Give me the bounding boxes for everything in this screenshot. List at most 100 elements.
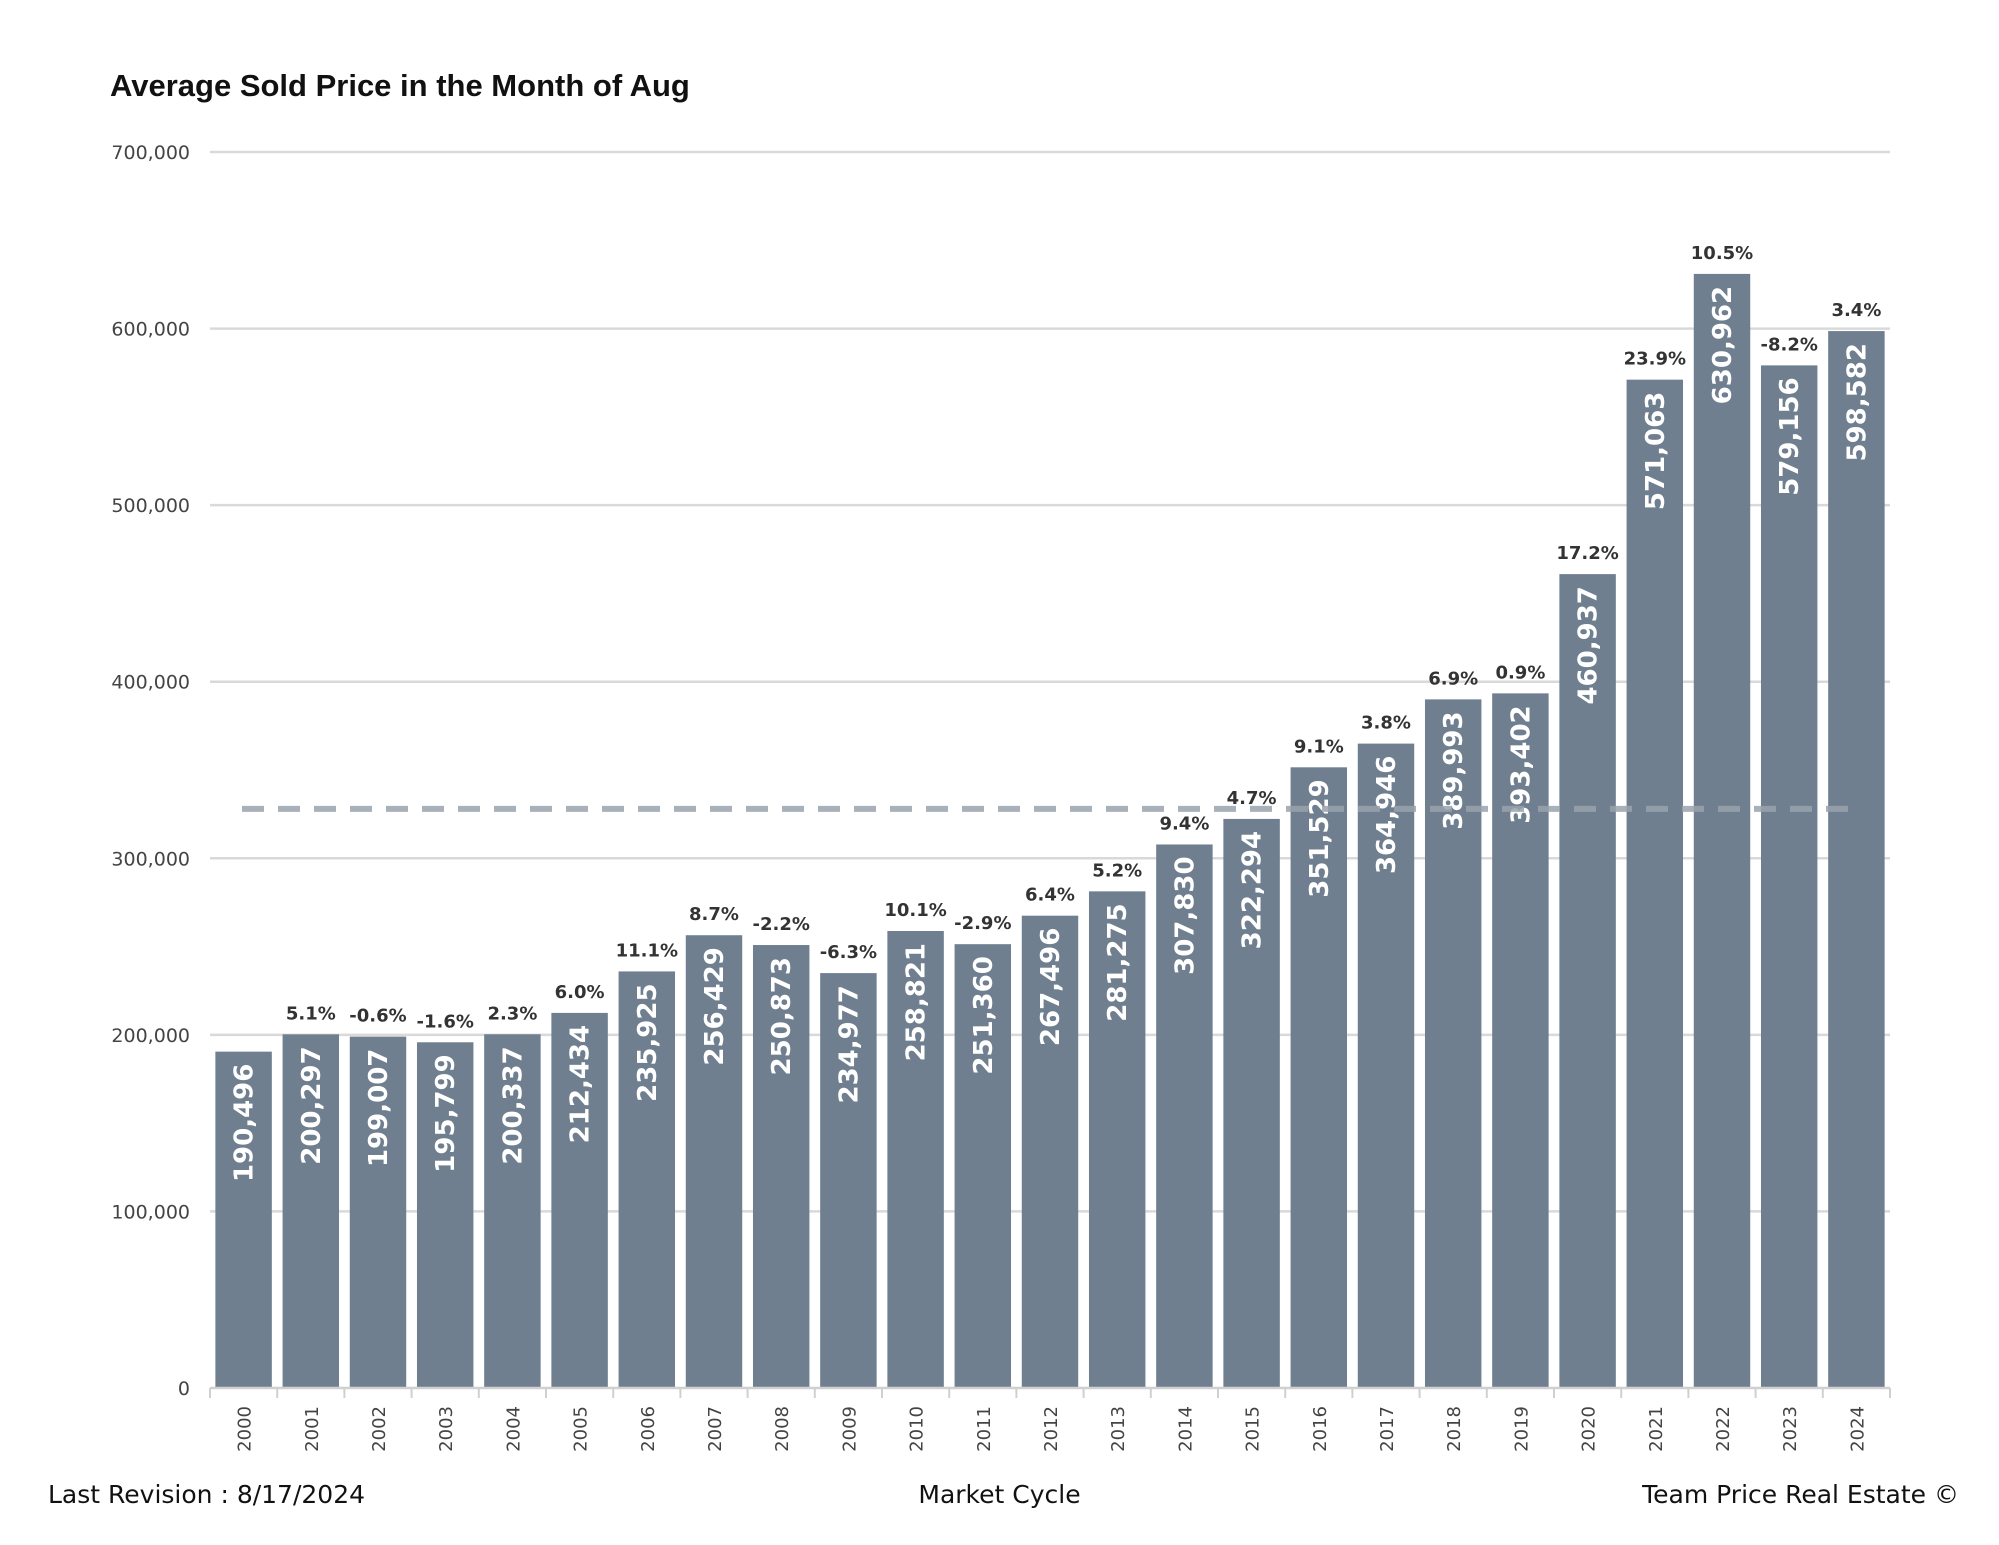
x-tick-label: 2000 [235, 1406, 256, 1452]
x-tick-label: 2014 [1175, 1406, 1196, 1452]
x-tick-label: 2013 [1108, 1406, 1129, 1452]
bar [618, 971, 676, 1388]
y-tick-label: 200,000 [111, 1025, 190, 1047]
market-cycle-text: Market Cycle [918, 1480, 1081, 1509]
bar-value-label: 195,799 [431, 1054, 461, 1172]
x-tick-label: 2005 [571, 1406, 592, 1452]
bar [1088, 891, 1146, 1388]
percent-change-label: 17.2% [1556, 543, 1618, 564]
percent-change-label: 5.2% [1092, 860, 1142, 881]
bar-value-label: 364,946 [1372, 756, 1402, 874]
bar [685, 935, 743, 1388]
bar-value-label: 460,937 [1574, 586, 1604, 704]
percent-change-label: 6.4% [1025, 885, 1075, 906]
percent-change-label: 10.1% [884, 900, 946, 921]
x-tick-label: 2012 [1041, 1406, 1062, 1452]
x-tick-label: 2021 [1646, 1406, 1667, 1452]
percent-change-label: 9.4% [1159, 813, 1209, 834]
bar [954, 944, 1012, 1388]
last-revision-text: Last Revision : 8/17/2024 [48, 1480, 366, 1509]
y-tick-label: 600,000 [111, 319, 190, 341]
x-tick-label: 2009 [839, 1406, 860, 1452]
percent-change-label: 2.3% [487, 1003, 537, 1024]
percent-change-label: -2.2% [752, 914, 809, 935]
bar [1223, 818, 1280, 1388]
x-tick-label: 2017 [1377, 1406, 1398, 1452]
x-tick-label: 2022 [1713, 1406, 1734, 1452]
bar [1156, 844, 1213, 1388]
bar-value-label: 200,337 [498, 1046, 528, 1164]
chart-title: Average Sold Price in the Month of Aug [110, 68, 690, 103]
bar [1290, 767, 1348, 1388]
bar-value-label: 307,830 [1170, 856, 1200, 974]
percent-change-label: 3.8% [1361, 713, 1411, 734]
bar-value-label: 256,429 [700, 947, 730, 1065]
percent-change-label: 6.0% [555, 982, 605, 1003]
x-tick-label: 2002 [369, 1406, 390, 1452]
x-tick-label: 2011 [974, 1406, 995, 1452]
bar-value-label: 258,821 [902, 943, 932, 1061]
x-tick-label: 2018 [1444, 1406, 1465, 1452]
percent-change-label: -6.3% [820, 942, 877, 963]
bar-value-label: 190,496 [230, 1064, 260, 1182]
y-tick-label: 400,000 [111, 672, 190, 694]
bar [551, 1012, 608, 1388]
bar-value-label: 630,962 [1708, 286, 1738, 404]
bar-value-label: 579,156 [1775, 377, 1805, 495]
bar [752, 945, 810, 1388]
bar-value-label: 598,582 [1842, 343, 1872, 461]
x-tick-label: 2024 [1847, 1406, 1868, 1452]
bar-value-label: 251,360 [969, 956, 999, 1074]
copyright-text: Team Price Real Estate © [1642, 1480, 1959, 1509]
percent-change-label: -1.6% [416, 1011, 473, 1032]
percent-change-label: -2.9% [954, 913, 1011, 934]
x-tick-label: 2015 [1243, 1406, 1264, 1452]
percent-change-label: 0.9% [1495, 662, 1545, 683]
bar [820, 973, 877, 1388]
y-tick-label: 300,000 [111, 848, 190, 870]
x-tick-label: 2003 [436, 1406, 457, 1452]
bar [1021, 915, 1079, 1388]
bar [1760, 365, 1818, 1388]
bar-value-label: 234,977 [834, 985, 864, 1103]
percent-change-label: 8.7% [689, 904, 739, 925]
bar [215, 1051, 272, 1388]
y-tick-label: 700,000 [111, 142, 190, 164]
x-tick-label: 2008 [772, 1406, 793, 1452]
bar [349, 1036, 407, 1388]
bar [1693, 273, 1751, 1389]
bar [282, 1034, 340, 1388]
bar [1626, 379, 1684, 1388]
x-tick-label: 2001 [302, 1406, 323, 1452]
x-tick-label: 2010 [907, 1406, 928, 1452]
percent-change-label: 5.1% [286, 1003, 336, 1024]
bar-value-label: 267,496 [1036, 928, 1066, 1046]
bar-value-label: 250,873 [767, 957, 797, 1075]
y-tick-label: 0 [178, 1378, 190, 1400]
percent-change-label: -8.2% [1760, 334, 1817, 355]
bar-value-label: 322,294 [1238, 831, 1268, 949]
bar-value-label: 235,925 [633, 983, 663, 1101]
x-tick-label: 2016 [1310, 1406, 1331, 1452]
x-tick-label: 2019 [1511, 1406, 1532, 1452]
y-tick-label: 500,000 [111, 495, 190, 517]
percent-change-label: 23.9% [1624, 349, 1686, 370]
bar-value-label: 389,993 [1439, 711, 1469, 829]
bar [1424, 699, 1482, 1388]
bar [1357, 743, 1415, 1388]
percent-change-label: 11.1% [616, 940, 678, 961]
bar [416, 1042, 474, 1388]
bar-value-label: 351,529 [1305, 779, 1335, 897]
percent-change-label: 4.7% [1227, 788, 1277, 809]
bar [1828, 331, 1885, 1389]
bar [484, 1034, 541, 1388]
bar-value-label: 199,007 [364, 1049, 394, 1167]
x-tick-label: 2023 [1780, 1406, 1801, 1452]
x-tick-label: 2020 [1579, 1406, 1600, 1452]
x-tick-label: 2006 [638, 1406, 659, 1452]
bar [887, 930, 944, 1388]
x-tick-label: 2007 [705, 1406, 726, 1452]
percent-change-label: 3.4% [1831, 300, 1881, 321]
percent-change-label: -0.6% [349, 1006, 406, 1027]
